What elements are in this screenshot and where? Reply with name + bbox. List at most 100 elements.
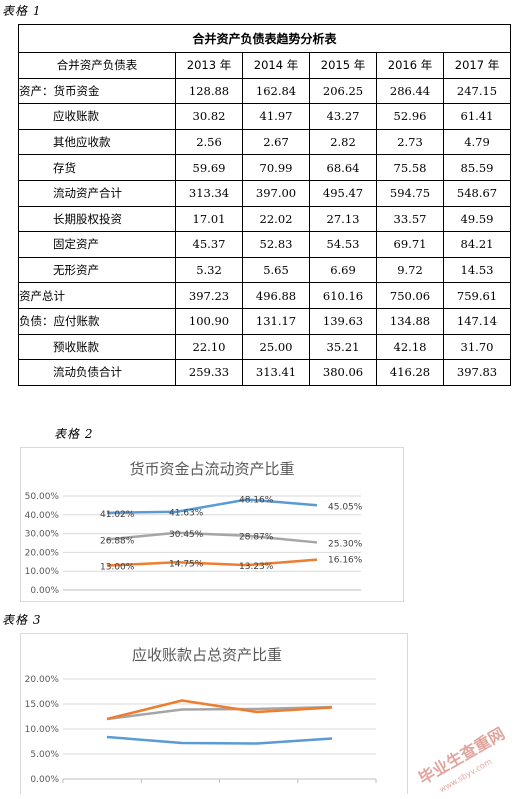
value-cell: 52.83 [242, 231, 310, 258]
data-label: 26.88% [100, 536, 135, 546]
value-cell: 22.10 [175, 333, 243, 361]
chart-3-canvas: 应收账款占总资产比重 0.00% 5.00% 10.00% 15.00% 20.00% [25, 646, 377, 785]
data-label: 25.30% [328, 539, 363, 549]
row-label: 长期股权投资 [18, 205, 176, 233]
cash-to-current-assets-chart: 货币资金占流动资产比重 0.00% 10.00% 20.00% 30.00% 40.00… [20, 447, 404, 602]
table-row: 无形资产 5.32 5.65 6.69 9.72 14.53 [18, 256, 511, 284]
row-label: 预收账款 [18, 333, 176, 361]
y-tick-label: 15.00% [25, 700, 60, 710]
value-cell: 4.79 [443, 128, 511, 156]
value-cell: 27.13 [309, 205, 377, 233]
y-tick-label: 10.00% [25, 567, 60, 577]
value-cell: 43.27 [309, 103, 377, 130]
watermark-logo: 毕业生查重网 www.sbyv.com [415, 724, 508, 795]
table-row: 负债：应付账款 100.90 131.17 139.63 134.88 147.14 [18, 307, 511, 335]
value-cell: 548.67 [443, 179, 511, 207]
value-cell: 6.69 [309, 256, 377, 284]
row-label: 固定资产 [18, 231, 176, 258]
value-cell: 70.99 [242, 154, 310, 181]
value-cell: 33.57 [376, 205, 444, 233]
value-cell: 2.56 [175, 128, 243, 156]
value-cell: 610.16 [309, 282, 377, 309]
value-cell: 416.28 [376, 359, 444, 386]
table-row: 应收账款 30.82 41.97 43.27 52.96 61.41 [18, 103, 511, 130]
value-cell: 30.82 [175, 103, 243, 130]
value-cell: 9.72 [376, 256, 444, 284]
value-cell: 247.15 [443, 77, 511, 105]
value-cell: 2.73 [376, 128, 444, 156]
data-label: 13.00% [100, 563, 135, 573]
value-cell: 286.44 [376, 77, 444, 105]
value-cell: 42.18 [376, 333, 444, 361]
value-cell: 206.25 [309, 77, 377, 105]
value-cell: 75.58 [376, 154, 444, 181]
value-cell: 131.17 [242, 307, 310, 335]
table-title-row: 合并资产负债表趋势分析表 [18, 24, 511, 53]
y-tick-label: 0.00% [30, 775, 59, 785]
series-line-2 [106, 531, 318, 544]
value-cell: 2.67 [242, 128, 310, 156]
row-label: 无形资产 [18, 256, 176, 284]
value-cell: 495.47 [309, 179, 377, 207]
value-cell: 397.23 [175, 282, 243, 309]
y-tick-label: 20.00% [25, 675, 60, 685]
value-cell: 17.01 [175, 205, 243, 233]
table-3-caption: 表格 3 [2, 613, 42, 627]
y-tick-label: 50.00% [25, 492, 60, 502]
data-label: 16.16% [328, 556, 363, 566]
value-cell: 59.69 [175, 154, 243, 181]
row-label: 存货 [18, 154, 176, 181]
value-cell: 2.82 [309, 128, 377, 156]
y-tick-label: 30.00% [25, 530, 60, 540]
value-cell: 750.06 [376, 282, 444, 309]
value-cell: 397.00 [242, 179, 310, 207]
value-cell: 22.02 [242, 205, 310, 233]
value-cell: 41.97 [242, 103, 310, 130]
value-cell: 45.37 [175, 231, 243, 258]
series-line-2 [106, 705, 333, 721]
data-label: 28.87% [239, 533, 274, 543]
table-row: 存货 59.69 70.99 68.64 75.58 85.59 [18, 154, 511, 181]
value-cell: 69.71 [376, 231, 444, 258]
value-cell: 128.88 [175, 77, 243, 105]
chart-2-title: 货币资金占流动资产比重 [129, 460, 294, 478]
data-label: 13.23% [239, 562, 274, 572]
value-cell: 31.70 [443, 333, 511, 361]
value-cell: 147.14 [443, 307, 511, 335]
series-line-3 [106, 699, 333, 721]
chart-2-canvas: 货币资金占流动资产比重 0.00% 10.00% 20.00% 30.00% 40.00… [25, 460, 363, 596]
balance-sheet-trend-table: 合并资产负债表趋势分析表 合并资产负债表 2013 年 2014 年 2015 … [18, 24, 511, 386]
value-cell: 14.53 [443, 256, 511, 284]
data-label: 48.16% [239, 495, 274, 505]
value-cell: 397.83 [443, 359, 511, 386]
row-label: 负债：应付账款 [18, 307, 176, 335]
receivables-to-total-assets-chart: 应收账款占总资产比重 0.00% 5.00% 10.00% 15.00% 20.00% [20, 633, 408, 794]
value-cell: 5.32 [175, 256, 243, 284]
header-cell: 2015 年 [309, 52, 377, 79]
row-label: 流动负债合计 [18, 359, 176, 386]
header-cell: 2014 年 [242, 52, 310, 79]
table-1-caption: 表格 1 [2, 4, 42, 18]
header-cell: 合并资产负债表 [18, 52, 176, 79]
value-cell: 496.88 [242, 282, 310, 309]
chart-3-title: 应收账款占总资产比重 [132, 646, 282, 664]
header-cell: 2016 年 [376, 52, 444, 79]
value-cell: 5.65 [242, 256, 310, 284]
table-row: 流动负债合计 259.33 313.41 380.06 416.28 397.83 [18, 359, 511, 386]
data-label: 30.45% [169, 530, 204, 540]
table-title: 合并资产负债表趋势分析表 [18, 24, 511, 53]
row-label: 资产总计 [18, 282, 176, 309]
value-cell: 139.63 [309, 307, 377, 335]
data-label: 14.75% [169, 559, 204, 569]
row-label: 应收账款 [18, 103, 176, 130]
row-label: 其他应收款 [18, 128, 176, 156]
table-header-row: 合并资产负债表 2013 年 2014 年 2015 年 2016 年 2017… [18, 52, 511, 79]
value-cell: 759.61 [443, 282, 511, 309]
data-label: 41.02% [100, 510, 135, 520]
value-cell: 134.88 [376, 307, 444, 335]
value-cell: 68.64 [309, 154, 377, 181]
table-row: 资产：货币资金 128.88 162.84 206.25 286.44 247.15 [18, 77, 511, 105]
value-cell: 313.41 [242, 359, 310, 386]
y-tick-label: 0.00% [30, 586, 59, 596]
table-row: 流动资产合计 313.34 397.00 495.47 594.75 548.67 [18, 179, 511, 207]
